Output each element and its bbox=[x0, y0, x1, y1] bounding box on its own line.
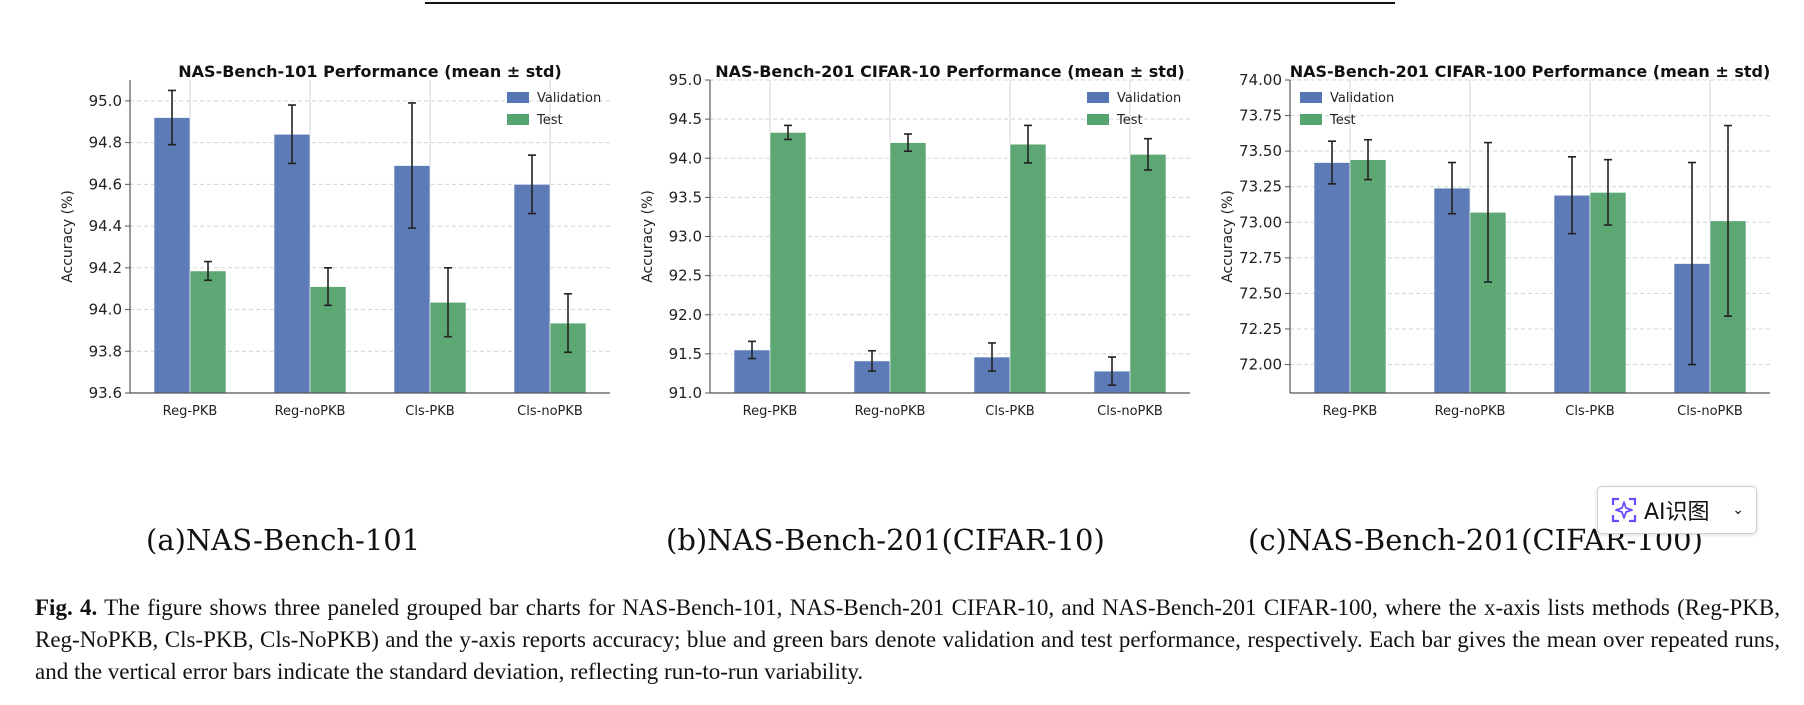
y-tick-label: 94.0 bbox=[669, 149, 702, 167]
legend-label-test: Test bbox=[536, 113, 563, 128]
x-tick-label-cls-pkb: Cls-PKB bbox=[1565, 404, 1614, 419]
x-tick-label-reg-pkb: Reg-PKB bbox=[163, 404, 218, 419]
chart-title: NAS-Bench-101 Performance (mean ± std) bbox=[178, 62, 561, 81]
y-tick-label: 73.00 bbox=[1239, 213, 1282, 231]
chart-title: NAS-Bench-201 CIFAR-100 Performance (mea… bbox=[1290, 62, 1771, 81]
y-tick-label: 73.75 bbox=[1239, 107, 1282, 125]
y-tick-label: 94.5 bbox=[669, 110, 702, 128]
y-tick-label: 73.25 bbox=[1239, 178, 1282, 196]
x-tick-label-cls-pkb: Cls-PKB bbox=[985, 404, 1034, 419]
y-tick-label: 95.0 bbox=[89, 92, 122, 110]
y-tick-label: 73.50 bbox=[1239, 142, 1282, 160]
y-tick-label: 94.0 bbox=[89, 301, 122, 319]
caption-label: Fig. 4. bbox=[35, 595, 98, 620]
y-tick-label: 93.6 bbox=[89, 384, 122, 402]
bar-test-cls-nopkb bbox=[1129, 154, 1167, 394]
bar-validation-reg-pkb bbox=[1313, 162, 1351, 394]
y-tick-label: 92.0 bbox=[669, 306, 702, 324]
chart-svg-nas-bench-101: 93.6 93.8 94.0 94.2 94.4 94.6 94.8 95.0 Reg-PKB R… bbox=[60, 62, 610, 419]
y-tick-label: 74.00 bbox=[1239, 71, 1282, 89]
legend-label-validation: Validation bbox=[1330, 91, 1394, 106]
chart-panel-nas-bench-101: 93.6 93.8 94.0 94.2 94.4 94.6 94.8 95.0 Reg-PKB R… bbox=[30, 60, 610, 500]
chart-svg-nas-bench-201-cifar10: 91.0 91.5 92.0 92.5 93.0 93.5 94.0 94.5 95.0 Reg-… bbox=[640, 62, 1190, 419]
bar-test-reg-pkb bbox=[1349, 159, 1387, 394]
chart-svg-nas-bench-201-cifar100: 72.00 72.25 72.50 72.75 73.00 73.25 73.50 73.75… bbox=[1220, 62, 1771, 419]
y-axis-label: Accuracy (%) bbox=[1220, 190, 1236, 283]
y-tick-label: 93.0 bbox=[669, 228, 702, 246]
chart-panel-nas-bench-201-cifar10: 91.0 91.5 92.0 92.5 93.0 93.5 94.0 94.5 95.0 Reg-… bbox=[610, 60, 1190, 500]
top-rule bbox=[425, 2, 1395, 4]
ai-widget-label: AI识图 bbox=[1644, 500, 1710, 525]
bar-validation-cls-nopkb bbox=[513, 184, 551, 394]
chart-title: NAS-Bench-201 CIFAR-10 Performance (mean… bbox=[715, 62, 1184, 81]
y-tick-label: 94.4 bbox=[89, 217, 122, 235]
legend-swatch-validation bbox=[1300, 92, 1322, 103]
y-tick-label: 95.0 bbox=[669, 71, 702, 89]
legend-swatch-validation bbox=[1087, 92, 1109, 103]
legend-swatch-test bbox=[1300, 114, 1322, 125]
y-tick-label: 94.2 bbox=[89, 259, 122, 277]
bar-validation-reg-nopkb bbox=[1433, 187, 1471, 394]
bar-validation-reg-pkb bbox=[153, 117, 191, 394]
y-tick-label: 72.50 bbox=[1239, 284, 1282, 302]
chart-panel-nas-bench-201-cifar100: 72.00 72.25 72.50 72.75 73.00 73.25 73.50 73.75… bbox=[1190, 60, 1770, 500]
ai-image-recognition-button[interactable]: AI识图 ⌄ bbox=[1597, 486, 1757, 534]
x-tick-label-reg-nopkb: Reg-noPKB bbox=[855, 404, 926, 419]
chevron-down-icon[interactable]: ⌄ bbox=[1732, 502, 1744, 518]
bar-test-reg-pkb bbox=[189, 270, 227, 394]
legend-swatch-validation bbox=[507, 92, 529, 103]
bar-test-cls-pkb bbox=[1009, 143, 1047, 394]
bar-test-reg-pkb bbox=[769, 132, 807, 394]
y-tick-label: 91.0 bbox=[669, 384, 702, 402]
x-tick-label-reg-pkb: Reg-PKB bbox=[1323, 404, 1378, 419]
x-tick-label-reg-pkb: Reg-PKB bbox=[743, 404, 798, 419]
legend-swatch-test bbox=[507, 114, 529, 125]
x-tick-label-reg-nopkb: Reg-noPKB bbox=[275, 404, 346, 419]
subcaption-a: (a)NAS-Bench-101 bbox=[146, 523, 421, 557]
y-tick-label: 94.6 bbox=[89, 175, 122, 193]
legend-swatch-test bbox=[1087, 114, 1109, 125]
x-tick-label-cls-nopkb: Cls-noPKB bbox=[517, 404, 583, 419]
subcaption-b: (b)NAS-Bench-201(CIFAR-10) bbox=[666, 523, 1105, 557]
y-tick-label: 94.8 bbox=[89, 134, 122, 152]
x-tick-label-cls-pkb: Cls-PKB bbox=[405, 404, 454, 419]
y-tick-label: 91.5 bbox=[669, 345, 702, 363]
y-tick-label: 93.8 bbox=[89, 342, 122, 360]
x-tick-label-reg-nopkb: Reg-noPKB bbox=[1435, 404, 1506, 419]
y-tick-label: 93.5 bbox=[669, 188, 702, 206]
y-tick-label: 72.25 bbox=[1239, 320, 1282, 338]
bar-test-reg-nopkb bbox=[889, 142, 927, 394]
legend-label-test: Test bbox=[1329, 113, 1356, 128]
sparkle-scan-icon bbox=[1611, 497, 1637, 523]
legend-label-test: Test bbox=[1116, 113, 1143, 128]
legend-label-validation: Validation bbox=[1117, 91, 1181, 106]
x-tick-label-cls-nopkb: Cls-noPKB bbox=[1677, 404, 1743, 419]
y-axis-label: Accuracy (%) bbox=[640, 190, 656, 283]
bar-validation-reg-nopkb bbox=[273, 133, 311, 394]
y-tick-label: 92.5 bbox=[669, 267, 702, 285]
y-tick-label: 72.75 bbox=[1239, 249, 1282, 267]
y-tick-label: 72.00 bbox=[1239, 356, 1282, 374]
x-tick-label-cls-nopkb: Cls-noPKB bbox=[1097, 404, 1163, 419]
figure-caption: Fig. 4. The figure shows three paneled g… bbox=[35, 592, 1780, 688]
caption-text: The figure shows three paneled grouped b… bbox=[35, 595, 1780, 684]
y-axis-label: Accuracy (%) bbox=[60, 190, 76, 283]
legend-label-validation: Validation bbox=[537, 91, 601, 106]
